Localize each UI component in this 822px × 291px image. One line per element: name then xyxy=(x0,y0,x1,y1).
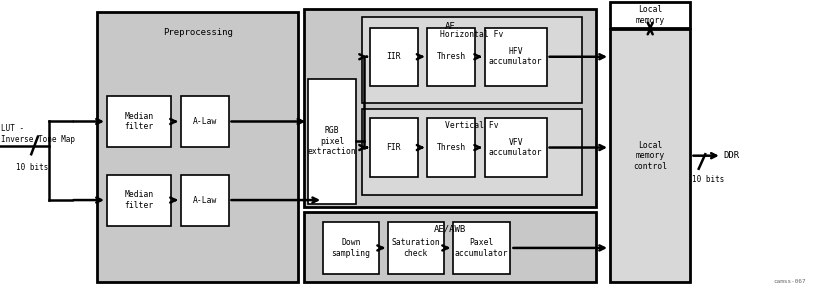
Bar xyxy=(107,96,171,147)
Text: Saturation
check: Saturation check xyxy=(391,238,441,258)
Text: camss-067: camss-067 xyxy=(773,279,806,284)
Bar xyxy=(181,96,229,147)
Bar xyxy=(610,2,690,28)
Bar xyxy=(323,222,379,274)
Bar xyxy=(370,28,418,86)
Text: Local
memory
control: Local memory control xyxy=(633,141,667,171)
Text: 10 bits: 10 bits xyxy=(16,163,48,172)
Text: Median
filter: Median filter xyxy=(124,112,154,131)
Bar xyxy=(362,109,582,195)
Text: A-Law: A-Law xyxy=(192,117,217,126)
Bar xyxy=(485,118,547,177)
Text: RGB
pixel
extraction: RGB pixel extraction xyxy=(307,126,357,156)
Bar xyxy=(370,118,418,177)
Bar xyxy=(453,222,510,274)
Text: LUT -
Inverse Tone Map: LUT - Inverse Tone Map xyxy=(1,124,75,143)
Text: Median
filter: Median filter xyxy=(124,190,154,210)
Bar xyxy=(304,9,596,207)
Bar xyxy=(388,222,444,274)
Text: Vertical Fv: Vertical Fv xyxy=(445,121,499,130)
Bar xyxy=(181,175,229,226)
Bar xyxy=(427,118,475,177)
Text: AF: AF xyxy=(445,22,455,31)
Text: Horizontal Fv: Horizontal Fv xyxy=(440,30,504,39)
Bar xyxy=(107,175,171,226)
Bar xyxy=(304,212,596,282)
Text: VFV
accumulator: VFV accumulator xyxy=(489,138,543,157)
Bar xyxy=(610,29,690,282)
Text: A-Law: A-Law xyxy=(192,196,217,205)
Text: Preprocessing: Preprocessing xyxy=(163,28,233,37)
Text: Thresh: Thresh xyxy=(436,143,466,152)
Text: DDR: DDR xyxy=(723,151,740,160)
Bar xyxy=(308,79,356,204)
Text: FIR: FIR xyxy=(386,143,401,152)
Text: HFV
accumulator: HFV accumulator xyxy=(489,47,543,66)
Bar xyxy=(362,17,582,103)
Text: Down
sampling: Down sampling xyxy=(331,238,371,258)
Bar xyxy=(485,28,547,86)
Text: IIR: IIR xyxy=(386,52,401,61)
Bar xyxy=(97,12,298,282)
Text: Local
memory: Local memory xyxy=(635,6,665,25)
Text: 10 bits: 10 bits xyxy=(692,175,724,184)
Text: AE/AWB: AE/AWB xyxy=(434,224,466,233)
Text: Paxel
accumulator: Paxel accumulator xyxy=(455,238,509,258)
Bar xyxy=(427,28,475,86)
Text: Thresh: Thresh xyxy=(436,52,466,61)
